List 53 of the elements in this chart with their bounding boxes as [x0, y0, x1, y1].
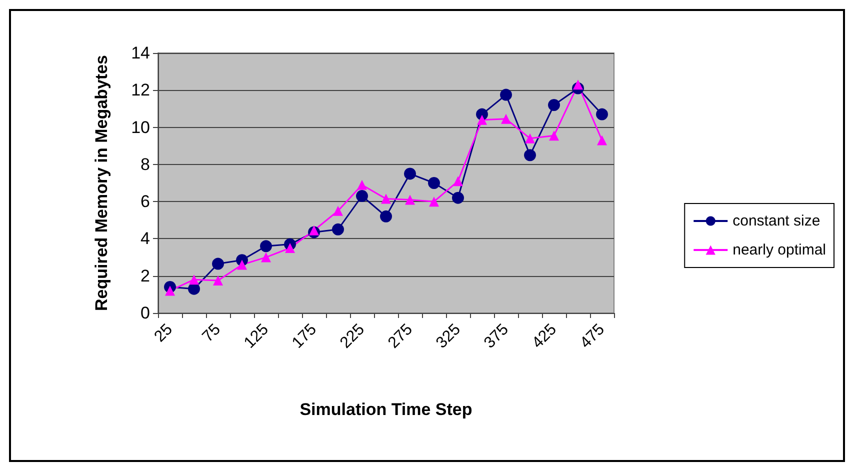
point [452, 192, 464, 204]
point [285, 243, 295, 253]
point [596, 108, 608, 120]
point [524, 149, 536, 162]
y-tick-label: 8 [140, 154, 150, 174]
point [165, 286, 175, 296]
x-tick-label: 75 [199, 320, 224, 346]
point [477, 114, 487, 125]
point [525, 133, 535, 144]
point [597, 135, 607, 146]
x-tick-label: 125 [241, 320, 272, 352]
point [309, 225, 319, 236]
point [405, 194, 415, 205]
x-tick-label: 425 [529, 320, 560, 352]
point [500, 88, 512, 101]
point [453, 176, 463, 186]
x-tick-label: 325 [433, 320, 464, 352]
point [237, 260, 247, 270]
x-tick-label: 375 [481, 320, 512, 352]
point [429, 196, 439, 207]
point [260, 240, 272, 252]
point [501, 114, 511, 124]
x-tick-label: 475 [577, 320, 608, 352]
x-tick-label: 175 [289, 320, 320, 352]
point [381, 194, 391, 204]
y-tick-label: 4 [140, 229, 150, 248]
point [333, 206, 343, 216]
legend-label: nearly optimal [732, 242, 826, 258]
point [428, 177, 440, 189]
point [189, 274, 199, 285]
point [573, 80, 583, 90]
y-tick-label: 14 [131, 44, 150, 62]
point [549, 130, 559, 141]
point [332, 223, 344, 236]
y-tick-label: 12 [131, 80, 150, 100]
point [548, 99, 560, 111]
y-tick-label: 2 [140, 266, 150, 286]
point [356, 190, 368, 202]
point [212, 258, 224, 270]
y-tick-label: 6 [140, 192, 150, 212]
point [213, 276, 223, 286]
legend-label: constant size [732, 212, 820, 230]
x-tick-label: 275 [385, 320, 416, 352]
point [380, 210, 392, 222]
point [404, 168, 416, 180]
x-tick-label: 225 [337, 320, 368, 352]
y-tick-label: 10 [131, 118, 150, 137]
x-axis-title: Simulation Time Step [300, 400, 472, 419]
point [357, 180, 367, 190]
y-tick-label: 0 [140, 304, 150, 322]
point [261, 252, 271, 262]
y-axis-title: Required Memory in Megabytes [92, 54, 111, 312]
x-tick-label: 25 [151, 320, 176, 346]
